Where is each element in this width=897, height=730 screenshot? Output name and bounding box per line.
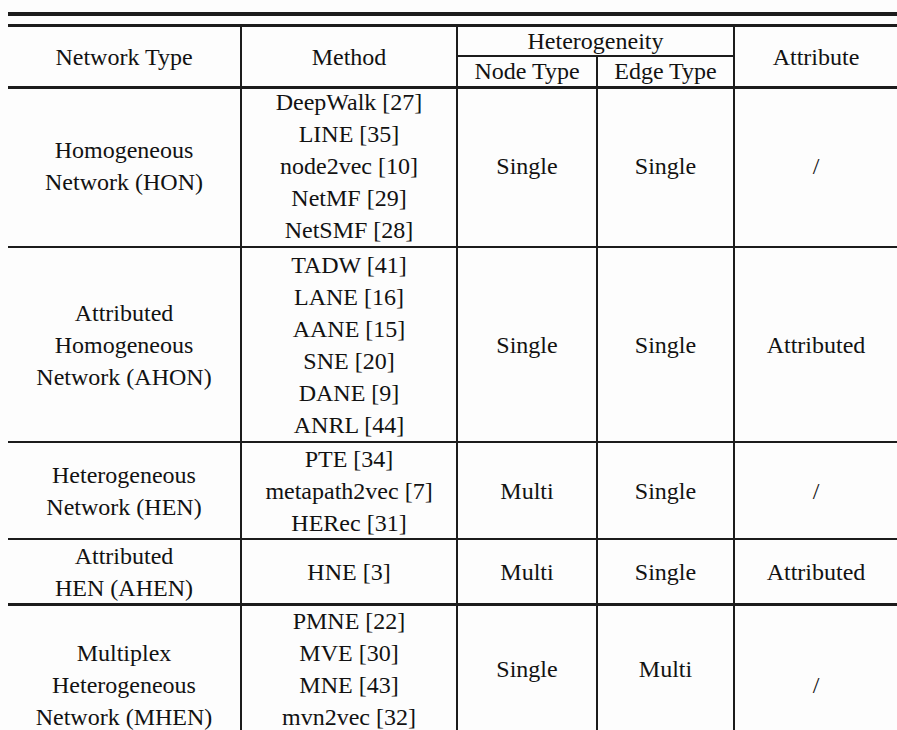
table-top-rule-thick: [8, 12, 897, 16]
network-type-cell: Homogeneous Network (HON): [8, 86, 240, 246]
node-type-cell: Multi: [458, 443, 596, 538]
network-type-cell: Heterogeneous Network (HEN): [8, 443, 240, 538]
edge-type-cell: Single: [598, 540, 733, 603]
table-row-hon: Homogeneous Network (HON) DeepWalk [27] …: [0, 86, 897, 246]
paper-table-page: Network Type Method Heterogeneity Node T…: [0, 0, 897, 730]
edge-type-cell: Single: [598, 443, 733, 538]
method-list-cell: DeepWalk [27] LINE [35] node2vec [10] Ne…: [242, 86, 456, 246]
header-node-type: Node Type: [458, 55, 596, 86]
method-list-cell: HNE [3]: [242, 540, 456, 603]
header-edge-type: Edge Type: [598, 55, 733, 86]
header-heterogeneity: Heterogeneity: [458, 27, 733, 55]
edge-type-cell: Single: [598, 86, 733, 246]
table-row-ahon: Attributed Homogeneous Network (AHON) TA…: [0, 248, 897, 441]
table-row-ahen: Attributed HEN (AHEN) HNE [3] Multi Sing…: [0, 540, 897, 603]
network-type-cell: Multiplex Heterogeneous Network (MHEN): [8, 605, 240, 730]
attribute-cell: /: [735, 605, 897, 730]
method-list-cell: TADW [41] LANE [16] AANE [15] SNE [20] D…: [242, 248, 456, 441]
attribute-cell: Attributed: [735, 248, 897, 441]
attribute-cell: Attributed: [735, 540, 897, 603]
network-type-cell: Attributed Homogeneous Network (AHON): [8, 248, 240, 441]
method-list-cell: PTE [34] metapath2vec [7] HERec [31]: [242, 443, 456, 538]
edge-type-cell: Multi: [598, 605, 733, 730]
attribute-cell: /: [735, 86, 897, 246]
node-type-cell: Single: [458, 605, 596, 730]
node-type-cell: Multi: [458, 540, 596, 603]
node-type-cell: Single: [458, 248, 596, 441]
attribute-cell: /: [735, 443, 897, 538]
header-network-type: Network Type: [8, 27, 240, 86]
node-type-cell: Single: [458, 86, 596, 246]
header-attribute: Attribute: [735, 27, 897, 86]
network-type-cell: Attributed HEN (AHEN): [8, 540, 240, 603]
edge-type-cell: Single: [598, 248, 733, 441]
table-row-mhen: Multiplex Heterogeneous Network (MHEN) P…: [0, 605, 897, 730]
header-method: Method: [242, 27, 456, 86]
table-row-hen: Heterogeneous Network (HEN) PTE [34] met…: [0, 443, 897, 538]
method-list-cell: PMNE [22] MVE [30] MNE [43] mvn2vec [32]: [242, 605, 456, 730]
